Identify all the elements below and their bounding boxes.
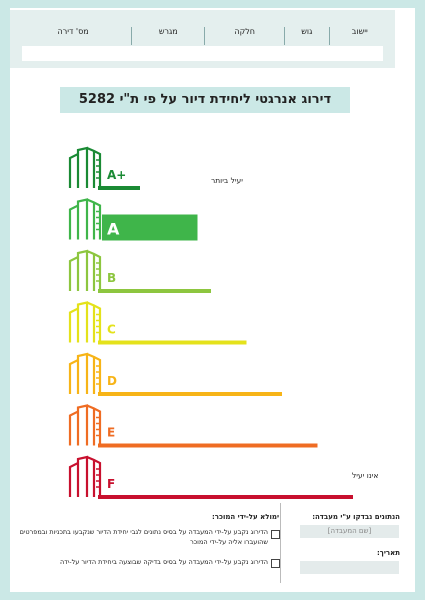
rating-row-c: C <box>68 301 247 345</box>
page-title: דירוג אנרגטי ליחידת דיור על פי ת"י 5282 <box>60 87 350 113</box>
property-details-header: יישוב גוש חלקה מגרש מס' דירה <box>10 10 395 68</box>
rating-label-b: B <box>107 271 116 285</box>
building-icon <box>68 146 102 188</box>
seller-fill-label: ימולא על-ידי המוכר: <box>211 513 279 521</box>
rating-row-a: A <box>68 198 198 241</box>
lab-checked-label: הנתונים נבדקו ע"י מעבדה: <box>312 513 400 521</box>
option2-text: הדירוג נקבע על-ידי המעבדה על בסיס בדיקה … <box>59 558 268 566</box>
header-col-plot: מגרש <box>131 27 205 45</box>
building-icon <box>68 404 102 446</box>
rating-label-c: C <box>107 323 116 337</box>
property-details-table: יישוב גוש חלקה מגרש מס' דירה <box>15 27 390 45</box>
date-field[interactable] <box>300 561 399 574</box>
building-icon <box>68 301 102 343</box>
rating-label-e: E <box>107 426 115 440</box>
property-values-field[interactable] <box>22 46 383 61</box>
rating-label-d: D <box>107 374 117 388</box>
rating-row-e: E <box>68 404 318 448</box>
rating-bar-a <box>102 214 198 241</box>
footer-divider <box>280 503 281 583</box>
rating-row-a-plus: A+ <box>68 146 140 190</box>
date-label: תאריך: <box>377 549 400 557</box>
rating-label-a-plus: A+ <box>107 168 126 182</box>
building-icon <box>68 455 102 497</box>
rating-row-d: D <box>68 352 282 396</box>
rating-label-a: A <box>107 220 120 239</box>
header-col-parcel: חלקה <box>204 27 285 45</box>
building-icon <box>68 198 102 240</box>
lab-name-field[interactable]: [שם המעבדה] <box>300 525 399 538</box>
header-col-block: גוש <box>284 27 330 45</box>
header-col-apartment: מס' דירה <box>57 27 89 36</box>
option2-checkbox[interactable] <box>271 559 280 568</box>
most-efficient-label: יעיל ביותר <box>211 176 243 185</box>
building-icon <box>68 352 102 394</box>
rating-row-b: B <box>68 249 211 293</box>
header-col-settlement: יישוב <box>328 27 390 45</box>
least-efficient-label: אינו יעיל <box>352 471 378 480</box>
option1-text: הדירוג נקבע על-ידי המעבדה על בסיס נתונים… <box>19 528 268 546</box>
option1-checkbox[interactable] <box>271 530 280 539</box>
rating-row-f: F <box>68 455 353 499</box>
rating-label-f: F <box>107 477 115 491</box>
building-icon <box>68 249 102 291</box>
